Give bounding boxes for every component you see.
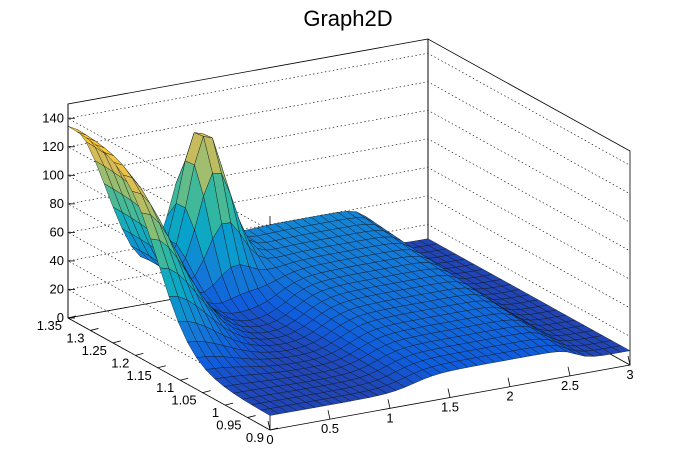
y-tick-label: 1.2 <box>111 355 129 370</box>
x-tick-label: 2.5 <box>561 378 579 393</box>
x-tick-label: 2 <box>506 389 513 404</box>
y-axis-line <box>67 317 271 431</box>
z-gridline <box>67 52 631 231</box>
z-tick-label: 100 <box>42 167 64 182</box>
tick-labels: 00.511.522.530.90.9511.051.11.151.21.251… <box>37 110 634 447</box>
y-tick-label: 1.3 <box>66 330 84 345</box>
y-tick-label: 1.1 <box>156 380 174 395</box>
x-tick-label: 1.5 <box>441 400 459 415</box>
z-gridline <box>67 195 631 374</box>
surface-cell <box>67 126 87 136</box>
y-tick-label: 1.05 <box>171 393 196 408</box>
y-tick-mark <box>247 415 256 418</box>
z-tick-label: 0 <box>57 310 64 325</box>
y-tick-mark <box>90 328 99 331</box>
y-tick-mark <box>135 352 144 356</box>
x-tick-mark <box>507 377 511 387</box>
y-tick-label: 0.9 <box>246 430 264 445</box>
x-tick-label: 3 <box>626 367 633 382</box>
z-tick-label: 80 <box>50 196 64 211</box>
z-gridline <box>67 224 631 402</box>
x-tick-mark <box>447 388 451 398</box>
y-tick-mark <box>180 377 189 381</box>
surface-cell <box>260 408 280 416</box>
y-tick-mark <box>269 427 279 431</box>
x-tick-label: 0 <box>266 432 273 447</box>
y-tick-mark <box>225 402 234 406</box>
y-tick-label: 1.15 <box>126 368 151 383</box>
y-tick-mark <box>157 365 166 369</box>
z-tick-label: 60 <box>50 224 64 239</box>
x-tick-mark <box>327 410 331 420</box>
x-tick-mark <box>567 366 571 376</box>
z-tick-label: 20 <box>50 281 64 296</box>
x-tick-mark <box>267 420 271 431</box>
chart-title: Graph2D <box>303 6 393 31</box>
x-tick-label: 0.5 <box>321 421 339 436</box>
z-gridline <box>67 81 631 260</box>
z-gridline <box>67 109 631 288</box>
z-gridline <box>67 167 631 345</box>
z-tick-label: 140 <box>42 110 64 125</box>
x-tick-mark <box>627 355 631 366</box>
y-tick-label: 1 <box>212 405 219 420</box>
x-tick-mark <box>387 399 391 409</box>
x-tick-label: 1 <box>386 410 393 425</box>
z-tick-label: 40 <box>50 253 64 268</box>
y-tick-mark <box>202 390 211 394</box>
y-tick-label: 0.95 <box>216 418 241 433</box>
surface-mesh <box>67 126 631 416</box>
y-tick-label: 1.35 <box>37 318 62 333</box>
z-gridline <box>67 138 631 317</box>
z-tick-label: 120 <box>42 139 64 154</box>
y-tick-label: 1.25 <box>82 343 107 358</box>
y-tick-mark <box>112 340 121 344</box>
